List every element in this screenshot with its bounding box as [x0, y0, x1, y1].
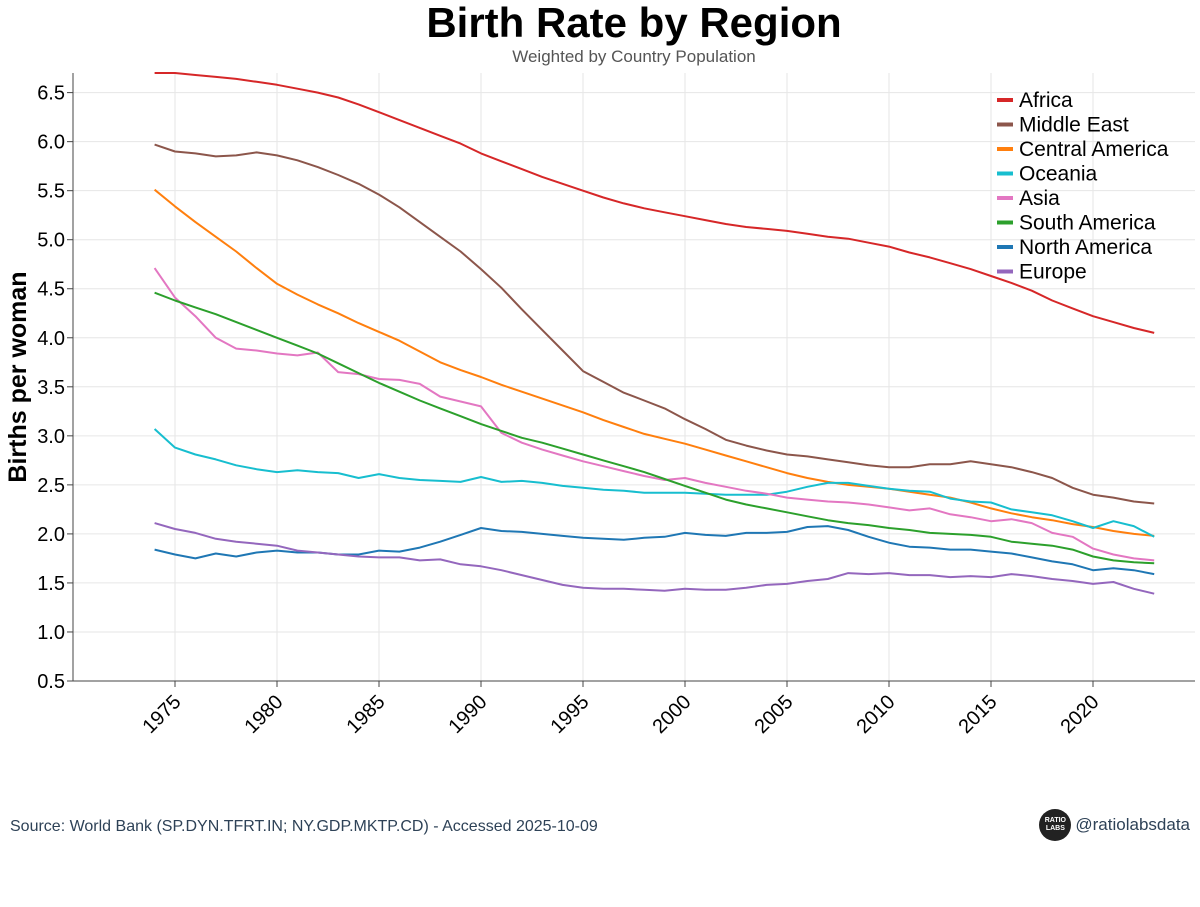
y-tick-label: 5.0 [37, 230, 65, 252]
y-tick-label: 4.0 [37, 328, 65, 350]
chart-title: Birth Rate by Region [426, 0, 842, 46]
y-tick-label: 3.0 [37, 426, 65, 448]
series-line-asia [153, 267, 1155, 562]
legend-label-europe: Europe [1019, 261, 1087, 284]
y-tick-label: 1.0 [37, 622, 65, 644]
x-tick-label: 2015 [955, 691, 1002, 738]
series-line-oceania [153, 428, 1155, 538]
y-tick-label: 2.0 [37, 524, 65, 546]
x-tick-label: 1995 [547, 691, 594, 738]
legend-label-africa: Africa [1019, 89, 1073, 112]
legend-label-asia: Asia [1019, 187, 1060, 210]
y-tick-label: 6.0 [37, 132, 65, 154]
y-tick-label: 0.5 [37, 671, 65, 693]
series-lines [153, 72, 1155, 595]
x-tick-label: 1975 [139, 691, 186, 738]
legend-label-north-america: North America [1019, 236, 1152, 259]
series-line-central-america [153, 188, 1155, 537]
series-line-europe [154, 522, 1155, 595]
legend-label-central-america: Central America [1019, 138, 1169, 161]
brand-handle[interactable]: @ratiolabsdata [1075, 815, 1190, 834]
x-tick-label: 2005 [751, 691, 798, 738]
legend-label-south-america: South America [1019, 212, 1156, 235]
y-tick-label: 6.5 [37, 83, 65, 105]
x-tick-label: 2020 [1057, 691, 1104, 738]
series-line-north-america [154, 525, 1155, 576]
x-tick-label: 1985 [343, 691, 390, 738]
x-tick-label: 1990 [445, 691, 492, 738]
x-tick-label: 2000 [649, 691, 696, 738]
series-line-middle-east [154, 143, 1155, 505]
y-tick-label: 2.5 [37, 475, 65, 497]
y-tick-label: 1.5 [37, 573, 65, 595]
ratio-labs-logo: RATIO LABS [1039, 809, 1072, 841]
x-tick-label: 2010 [853, 691, 900, 738]
series-line-south-america [154, 291, 1155, 565]
y-tick-label: 3.5 [37, 377, 65, 399]
y-tick-label: 5.5 [37, 181, 65, 203]
legend-label-middle-east: Middle East [1019, 114, 1129, 137]
chart-subtitle: Weighted by Country Population [512, 47, 756, 66]
y-axis-label: Births per woman [4, 271, 32, 482]
legend-label-oceania: Oceania [1019, 163, 1098, 186]
y-tick-label: 4.5 [37, 279, 65, 301]
x-tick-label: 1980 [241, 691, 288, 738]
source-note: Source: World Bank (SP.DYN.TFRT.IN; NY.G… [10, 818, 598, 835]
brand[interactable]: RATIO LABS @ratiolabsdata [1039, 809, 1190, 841]
series-line-africa [154, 72, 1155, 334]
